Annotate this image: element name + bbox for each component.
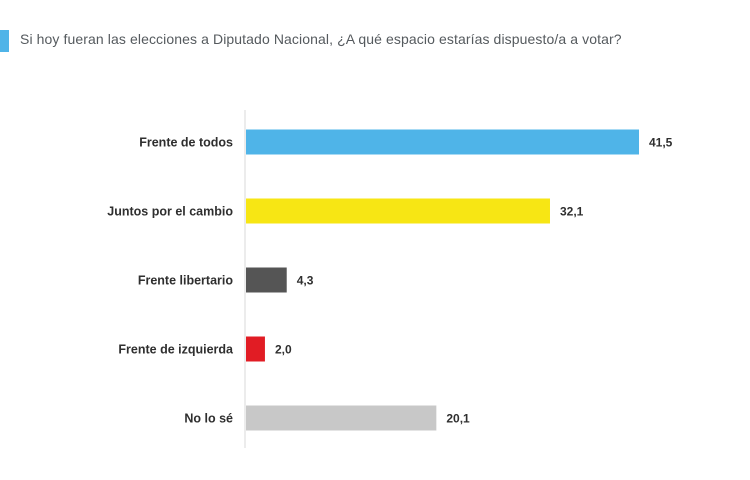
- bar: [246, 129, 640, 155]
- bar: [246, 336, 265, 362]
- chart-title: Si hoy fueran las elecciones a Diputado …: [20, 31, 622, 47]
- title-accent-bar: [0, 30, 9, 52]
- category-label: Frente libertario: [138, 274, 234, 288]
- value-label: 4,3: [297, 274, 314, 288]
- category-label: Frente de izquierda: [118, 343, 234, 357]
- category-label: No lo sé: [184, 412, 233, 426]
- value-label: 20,1: [446, 412, 470, 426]
- category-label: Juntos por el cambio: [107, 205, 233, 219]
- bar: [246, 198, 550, 224]
- category-label: Frente de todos: [139, 136, 233, 150]
- bar: [246, 267, 287, 293]
- value-label: 41,5: [649, 136, 673, 150]
- bar: [246, 405, 437, 431]
- value-label: 2,0: [275, 343, 292, 357]
- value-label: 32,1: [560, 205, 584, 219]
